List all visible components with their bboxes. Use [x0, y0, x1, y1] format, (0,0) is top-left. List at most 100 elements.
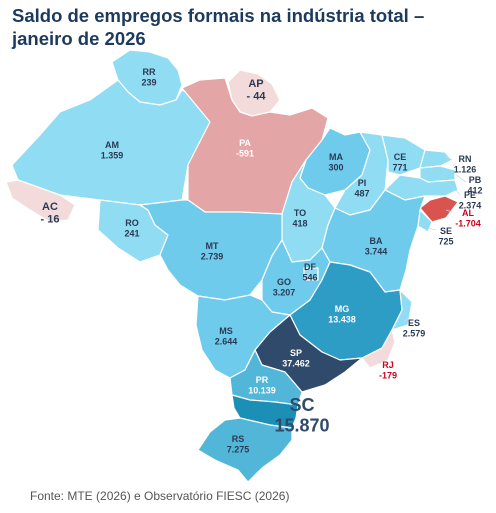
- state-value-ap: - 44: [247, 91, 267, 103]
- state-value-rr: 239: [141, 77, 156, 87]
- state-labels: RR 239 AP - 44 AM 1.359 PA -591 MA 300 CE 771 RN 1.12…: [41, 67, 483, 454]
- state-code-rj: RJ: [382, 360, 394, 370]
- state-value-ro: 241: [124, 228, 139, 238]
- state-label-al: AL -1.704: [455, 208, 481, 228]
- state-value-go: 3.207: [273, 287, 296, 297]
- state-code-es: ES: [408, 318, 420, 328]
- state-value-rn: 1.126: [454, 164, 477, 174]
- state-code-am: AM: [105, 140, 119, 150]
- state-code-mg: MG: [335, 304, 350, 314]
- state-value-sc: 15.870: [274, 416, 329, 436]
- state-code-sc: SC: [289, 395, 314, 415]
- state-label-mg: MG 13.438: [328, 304, 356, 324]
- state-value-rs: 7.275: [227, 444, 250, 454]
- state-code-rs: RS: [232, 434, 245, 444]
- state-label-pi: PI 487: [354, 178, 369, 198]
- state-value-ac: - 16: [41, 214, 60, 226]
- state-code-ma: MA: [329, 152, 343, 162]
- state-label-ma: MA 300: [328, 152, 343, 172]
- state-shape-pb: [419, 165, 456, 183]
- state-value-rj: -179: [379, 370, 397, 380]
- state-label-mt: MT 2.739: [201, 241, 224, 261]
- state-value-ma: 300: [328, 162, 343, 172]
- state-code-ap: AP: [248, 78, 263, 90]
- state-label-rr: RR 239: [141, 67, 156, 87]
- state-value-es: 2.579: [403, 328, 426, 338]
- state-label-pa: PA -591: [236, 138, 254, 158]
- state-label-rs: RS 7.275: [227, 434, 250, 454]
- state-code-ac: AC: [42, 201, 58, 213]
- state-code-df: DF: [304, 262, 316, 272]
- state-label-sp: SP 37.462: [282, 348, 310, 368]
- state-shape-df: [303, 267, 319, 281]
- state-shape-rn: [419, 149, 453, 169]
- state-label-ms: MS 2.644: [215, 326, 238, 346]
- state-code-mt: MT: [206, 241, 219, 251]
- state-value-ms: 2.644: [215, 336, 238, 346]
- state-code-ba: BA: [370, 236, 383, 246]
- state-label-go: GO 3.207: [273, 277, 296, 297]
- state-code-pe: PE: [464, 190, 476, 200]
- state-value-pa: -591: [236, 148, 254, 158]
- state-code-to: TO: [294, 208, 306, 218]
- state-label-rj: RJ -179: [379, 360, 397, 380]
- state-label-pb: PB 412: [467, 175, 482, 195]
- state-value-sp: 37.462: [282, 358, 310, 368]
- state-value-pr: 10.139: [248, 385, 276, 395]
- state-code-al: AL: [462, 208, 474, 218]
- state-label-ac: AC - 16: [41, 201, 60, 226]
- state-value-to: 418: [292, 218, 307, 228]
- state-code-pa: PA: [239, 138, 251, 148]
- leader-line-se: [427, 227, 437, 231]
- state-code-rn: RN: [459, 154, 472, 164]
- state-label-rn: RN 1.126: [454, 154, 477, 174]
- state-code-sp: SP: [290, 348, 302, 358]
- leader-lines: [379, 155, 467, 364]
- state-label-ro: RO 241: [124, 218, 139, 238]
- state-code-ms: MS: [219, 326, 233, 336]
- state-value-ba: 3.744: [365, 246, 388, 256]
- state-code-ro: RO: [125, 218, 139, 228]
- state-code-se: SE: [440, 226, 452, 236]
- state-label-ba: BA 3.744: [365, 236, 388, 256]
- state-value-se: 725: [438, 236, 453, 246]
- leader-line-es: [403, 317, 409, 323]
- state-label-pe: PE 2.374: [459, 190, 482, 210]
- leader-line-al: [445, 209, 453, 213]
- state-shapes: [5, 49, 459, 483]
- map-title-line-1: Saldo de empregos formais na indústria t…: [12, 5, 425, 26]
- map-title-line-2: janeiro de 2026: [12, 28, 146, 49]
- state-label-ap: AP - 44: [247, 78, 267, 103]
- state-label-to: TO 418: [292, 208, 307, 228]
- state-shape-es: [391, 289, 413, 331]
- state-code-pr: PR: [256, 375, 269, 385]
- state-label-pr: PR 10.139: [248, 375, 276, 395]
- state-value-pe: 2.374: [459, 200, 482, 210]
- state-label-df: DF 546: [302, 262, 317, 282]
- state-shape-rj: [361, 329, 396, 369]
- state-value-ce: 771: [392, 162, 407, 172]
- state-value-mg: 13.438: [328, 314, 356, 324]
- state-label-sc: SC 15.870: [274, 395, 329, 436]
- state-value-df: 546: [302, 272, 317, 282]
- state-code-rr: RR: [143, 67, 156, 77]
- state-label-se: SE 725: [438, 226, 453, 246]
- map-title: Saldo de empregos formais na indústria t…: [12, 4, 482, 50]
- state-code-pi: PI: [358, 178, 367, 188]
- state-value-mt: 2.739: [201, 251, 224, 261]
- state-value-am: 1.359: [101, 150, 124, 160]
- state-shape-ac: [5, 179, 76, 223]
- state-code-pb: PB: [469, 175, 482, 185]
- state-value-al: -1.704: [455, 218, 481, 228]
- leader-line-pb: [455, 174, 467, 183]
- state-label-ce: CE 771: [392, 152, 407, 172]
- state-label-es: ES 2.579: [403, 318, 426, 338]
- state-label-am: AM 1.359: [101, 140, 124, 160]
- state-code-ce: CE: [394, 152, 407, 162]
- source-note: Fonte: MTE (2026) e Observatório FIESC (…: [30, 489, 290, 503]
- state-value-pi: 487: [354, 188, 369, 198]
- state-shape-rs: [197, 417, 293, 483]
- state-value-pb: 412: [467, 185, 482, 195]
- state-shape-ce: [381, 134, 426, 176]
